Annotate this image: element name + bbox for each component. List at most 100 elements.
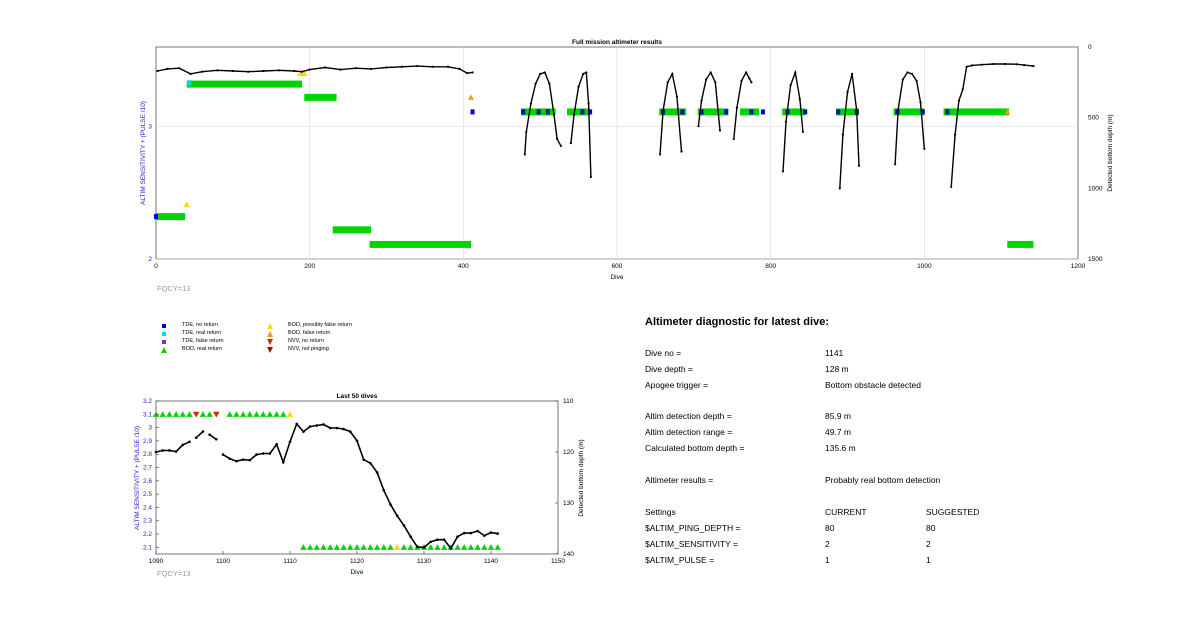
bottom-depth-point (851, 72, 854, 75)
bod-real-marker (461, 544, 468, 550)
bottom-depth-point (416, 545, 419, 549)
bottom-y-right-tick-label: 120 (563, 449, 574, 456)
bottom-depth-point (680, 150, 683, 153)
bottom-depth-line (209, 434, 217, 440)
bottom-depth-point (241, 458, 245, 461)
tde-no-return-marker (536, 109, 541, 115)
legend-label: TDE, no return (182, 322, 219, 328)
top-x-tick-label: 800 (765, 263, 776, 270)
settings-row-pulse: $ALTIM_PULSE = 1 1 (645, 555, 1165, 567)
legend-marker (162, 340, 166, 344)
legend-marker (162, 324, 166, 328)
bottom-depth-point (322, 423, 325, 426)
bod-real-marker (367, 544, 374, 550)
bottom-depth-point (552, 113, 556, 116)
legend-marker (267, 347, 273, 353)
bottom-depth-point (228, 457, 231, 460)
bottom-depth-point (841, 133, 844, 136)
bottom-depth-point (471, 71, 474, 74)
bod-possibly-false-marker (301, 70, 308, 77)
bottom-depth-point (784, 120, 788, 124)
legend-marker (267, 339, 273, 345)
bottom-depth-point (965, 65, 968, 68)
bod-real-marker (239, 411, 247, 417)
top-x-tick-label: 1000 (917, 263, 932, 270)
bottom-depth-point (275, 443, 278, 446)
bod-real-marker (494, 544, 501, 550)
bod-real-band (369, 240, 472, 248)
bottom-depth-point (429, 540, 433, 544)
bottom-depth-point (277, 69, 281, 72)
bod-real-marker (333, 544, 341, 550)
setting-current: 80 (825, 523, 835, 533)
bottom-y-left-tick-label: 2.4 (143, 504, 152, 511)
bottom-markers (152, 411, 501, 550)
legend-marker (267, 331, 273, 337)
bottom-chart-title: Last 50 dives (337, 393, 378, 400)
tde-no-return-marker (724, 109, 729, 115)
bottom-depth-point (529, 102, 533, 105)
bottom-depth-point (658, 153, 662, 156)
bottom-y-left-tick-label: 2.7 (143, 465, 152, 472)
diag-value: 128 m (825, 364, 849, 374)
bod-real-marker (320, 544, 327, 550)
bod-real-marker (340, 544, 347, 550)
bottom-depth-point (282, 460, 285, 464)
bottom-depth-line (524, 71, 562, 155)
bottom-depth-line (697, 70, 721, 131)
bottom-depth-point (559, 144, 563, 148)
tde-no-return-marker (920, 109, 925, 115)
bottom-depth-point (555, 137, 559, 140)
diag-value: 135.6 m (825, 443, 856, 453)
diag-label: Dive no = (645, 348, 682, 358)
bottom-depth-point (781, 170, 785, 173)
setting-label: $ALTIM_PING_DEPTH = (645, 523, 741, 533)
top-y-right-tick-label: 1500 (1088, 256, 1103, 263)
top-depth-lines (156, 62, 1035, 190)
bod-real-marker (266, 411, 274, 417)
bottom-y-axis-label-left: ALTIM SENSITIVITY + (PULSE /10) (134, 426, 141, 530)
bottom-depth-point (950, 185, 953, 189)
bod-real-marker (159, 411, 166, 417)
bod-real-marker (440, 544, 448, 550)
tde-no-return-marker (836, 109, 841, 115)
bod-real-band (659, 108, 687, 116)
bottom-depth-point (400, 65, 403, 68)
bod-real-marker (226, 411, 233, 417)
diag-row-detection-depth: Altim detection depth = 85.9 m (645, 411, 1165, 423)
bottom-depth-point (382, 488, 386, 492)
bod-real-marker (487, 544, 495, 550)
setting-suggested: 80 (926, 523, 936, 533)
bottom-depth-line (839, 73, 860, 189)
bottom-depth-point (248, 458, 252, 462)
bod-real-marker (353, 544, 361, 550)
bottom-depth-point (838, 187, 841, 190)
bottom-y-left-tick-label: 2.8 (143, 451, 152, 458)
bottom-y-left-tick-label: 2.6 (143, 478, 152, 485)
last-50-dives-chart: 1090 1100 1110 1120 1130 1140 1150 2.1 2.2 2.3 2.4… (134, 393, 585, 578)
legend-label: TDE, false return (182, 338, 224, 344)
bod-real-marker (306, 544, 314, 550)
bod-real-marker (434, 544, 441, 550)
bod-real-marker (400, 544, 408, 550)
bottom-x-tick-label: 1090 (149, 558, 164, 565)
bottom-x-tick-label: 1140 (484, 558, 498, 565)
bod-real-marker (280, 411, 287, 417)
settings-row-ping-depth: $ALTIM_PING_DEPTH = 80 80 (645, 523, 1165, 535)
bottom-ticks: 1090 1100 1110 1120 1130 1140 1150 2.1 2.2 2.3 2.4… (143, 398, 574, 565)
settings-header-suggested: SUGGESTED (926, 507, 980, 517)
bottom-depth-point (897, 108, 900, 111)
diag-label: Altim detection range = (645, 427, 733, 437)
bottom-depth-point (919, 101, 922, 104)
bottom-depth-point (208, 433, 211, 436)
bottom-depth-point (582, 72, 585, 75)
bod-real-marker (387, 544, 394, 550)
bottom-depth-point (589, 175, 592, 179)
bottom-depth-point (894, 163, 897, 166)
bottom-y-left-tick-label: 2.2 (143, 531, 152, 538)
bottom-depth-point (1023, 63, 1026, 67)
bottom-depth-point (335, 426, 339, 430)
bottom-y-left-tick-label: 2.3 (143, 518, 152, 525)
bod-real-band (567, 108, 591, 116)
bottom-depth-point (300, 70, 304, 73)
